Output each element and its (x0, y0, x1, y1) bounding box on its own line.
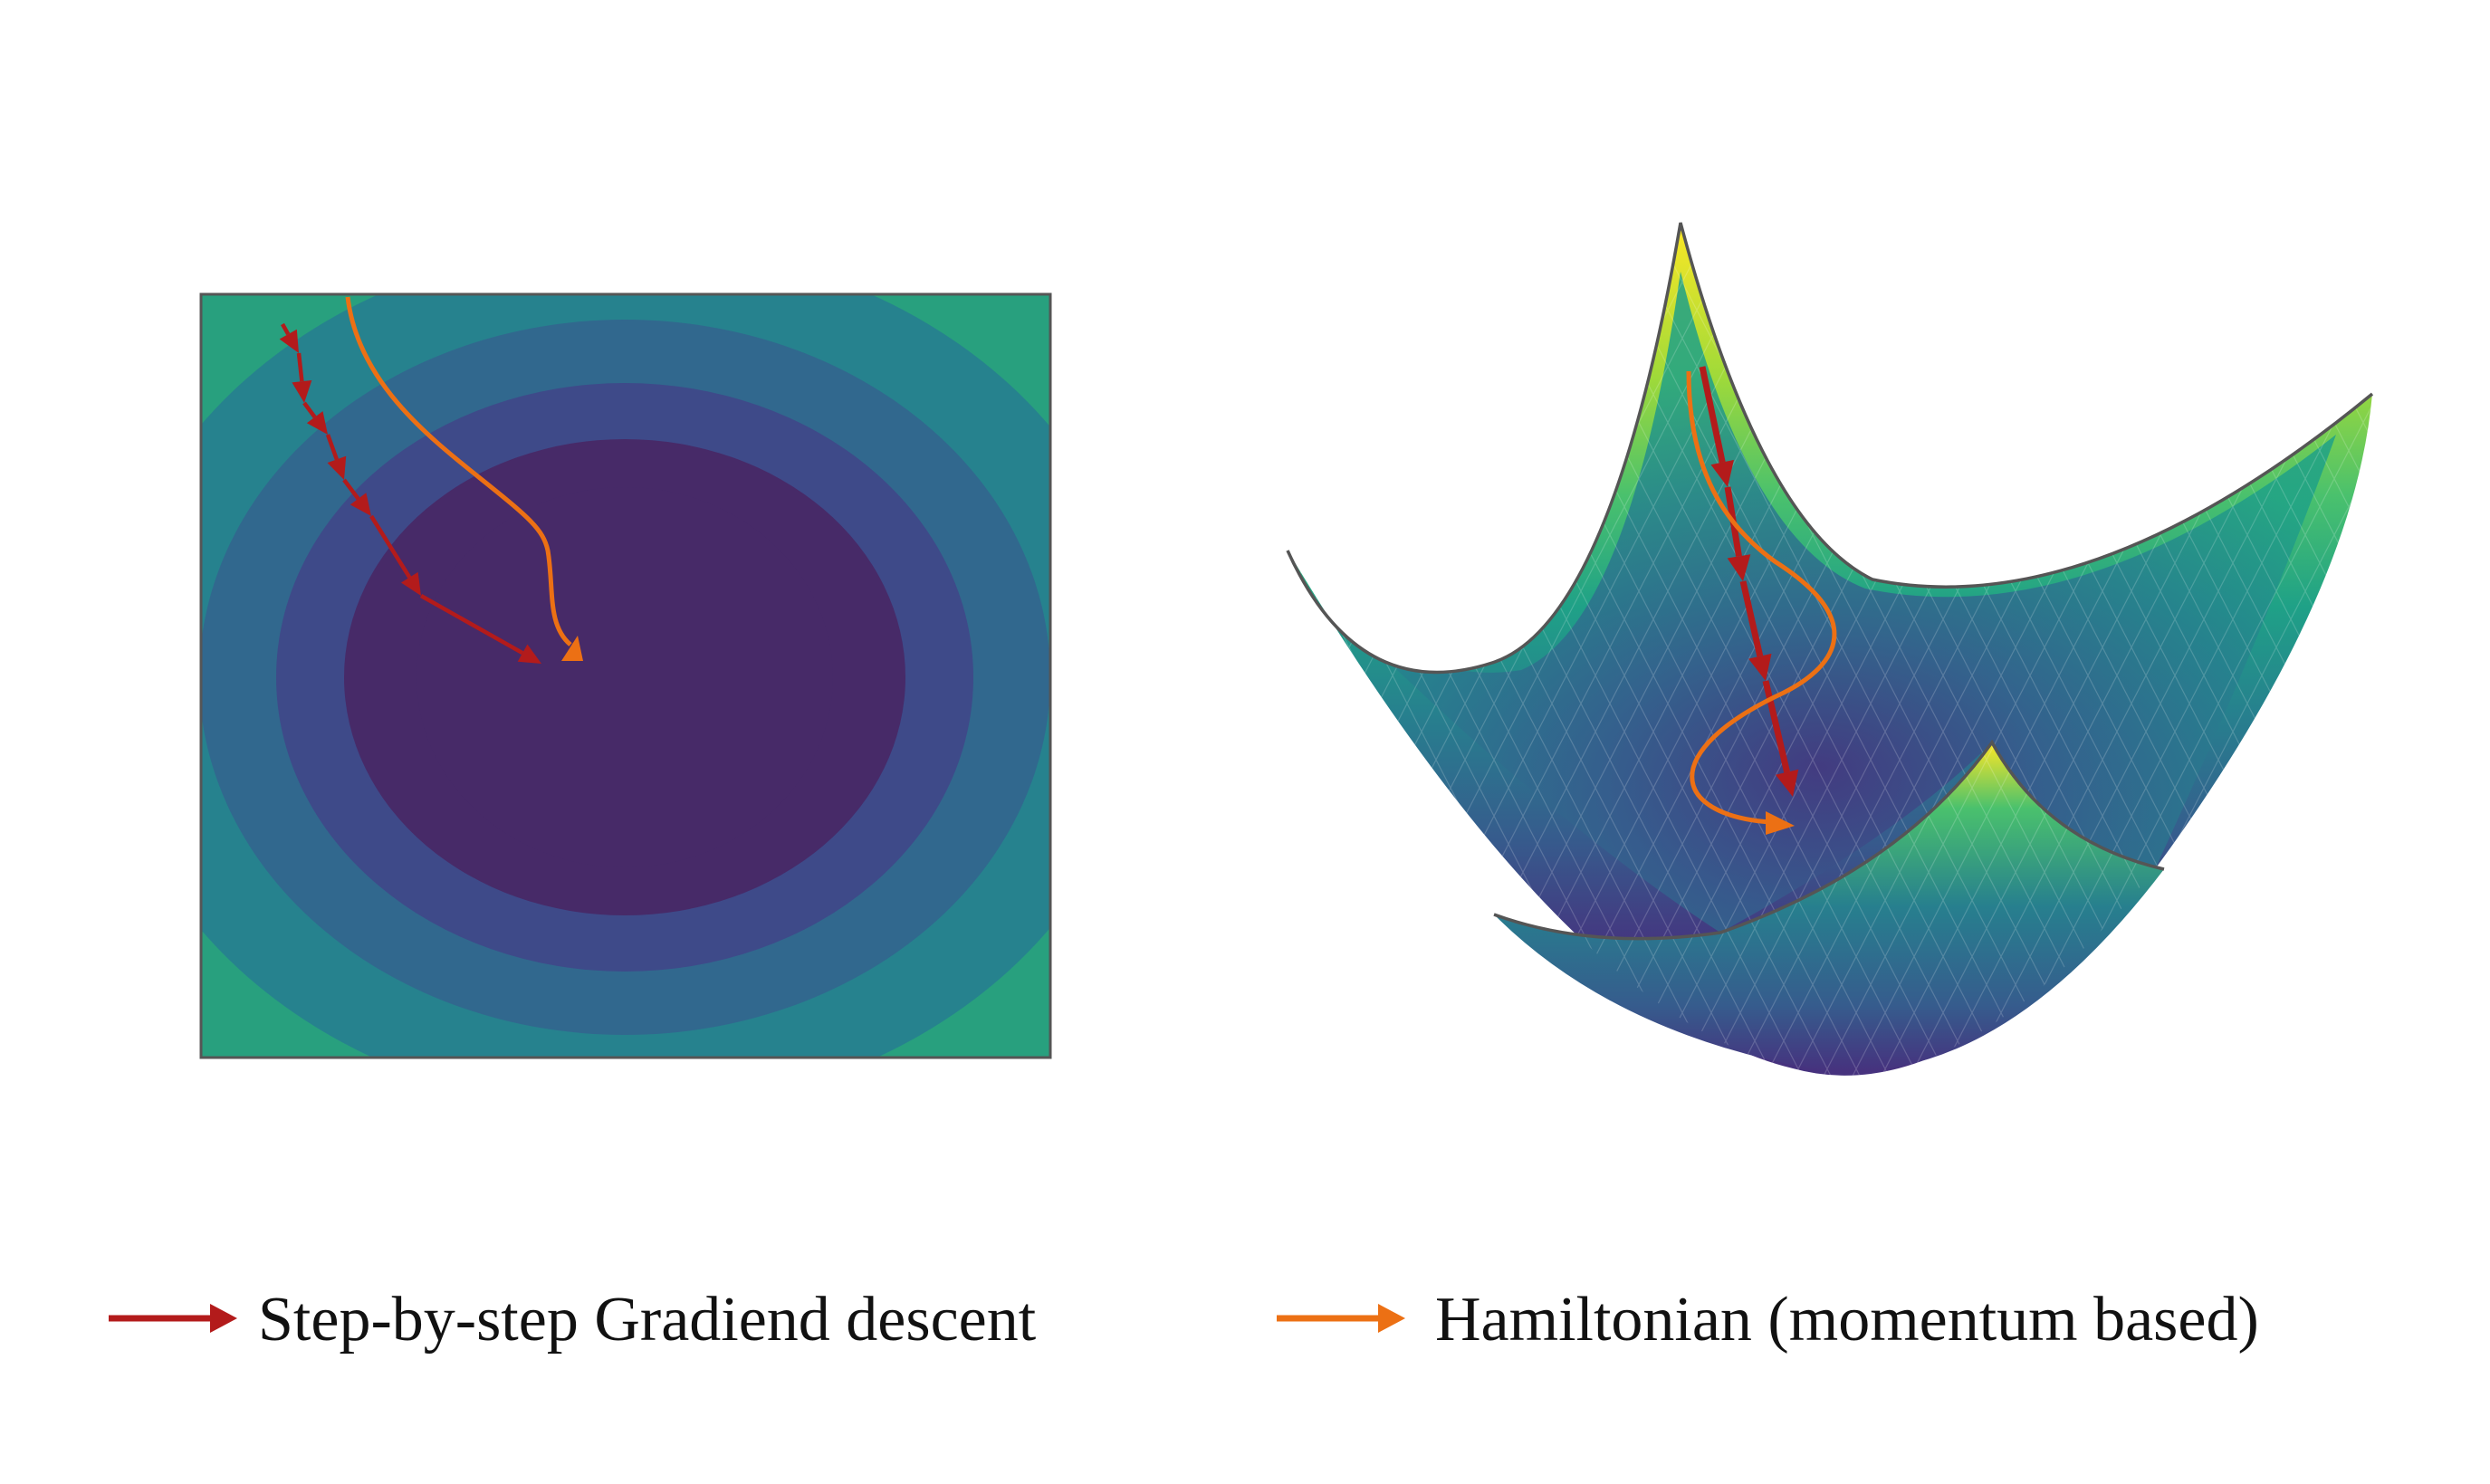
hamiltonian-curve-3d (1686, 370, 1837, 825)
mesh-line (2398, 208, 2490, 1087)
gradient-step-arrowhead (327, 455, 347, 480)
mesh-line (2368, 223, 2372, 1076)
gradient-step-arrowhead (1727, 554, 1751, 581)
mesh-line (1288, 223, 1547, 1076)
gradient-step (325, 434, 339, 461)
mesh-line (1585, 223, 2040, 1076)
mesh-line (1288, 223, 1460, 1076)
mesh-line (2281, 223, 2372, 1076)
gradient-step-arrowhead (350, 493, 371, 516)
gradient-descent-path-2d (279, 322, 541, 664)
mesh-line (1288, 223, 1489, 1076)
gradient-step (369, 514, 412, 579)
gradient-step (302, 401, 317, 419)
mesh-line (2310, 223, 2372, 1076)
legend-item-gradient-descent: Step-by-step Gradiend descent (109, 1285, 1037, 1355)
mesh-line (1288, 223, 1518, 1076)
contour-frame (199, 292, 1052, 1059)
contour-panel (199, 292, 1052, 1059)
gradient-step-arrowhead (306, 411, 328, 435)
gradient-descent-path-3d (1699, 366, 1799, 797)
legend-label-gradient-descent: Step-by-step Gradiend descent (258, 1285, 1037, 1355)
hamiltonian-arrowhead-2d (561, 636, 583, 661)
gradient-step (1739, 580, 1764, 657)
gradient-step-arrowhead (1775, 769, 1799, 797)
legend-label-hamiltonian: Hamiltonian (momentum based) (1435, 1285, 2259, 1355)
mesh-line (1288, 223, 1460, 1076)
gradient-step (419, 594, 524, 656)
mesh-line (2398, 208, 2490, 1087)
hamiltonian-arrowhead-3d (1766, 811, 1795, 835)
gradient-step (281, 322, 291, 336)
gradient-step-arrowhead (1748, 653, 1772, 681)
mesh-line (1614, 223, 2069, 1076)
hamiltonian-path-3d (1686, 370, 1837, 835)
mesh-line (2368, 223, 2372, 1076)
surface-front-face (1494, 742, 2164, 1072)
legend: Step-by-step Gradiend descent Hamiltonia… (109, 1285, 2259, 1355)
mesh-line (1288, 223, 1576, 1076)
mesh-line (2310, 223, 2372, 1076)
gradient-step (1699, 366, 1726, 464)
gradient-step (296, 352, 304, 382)
mesh-line (1288, 223, 1518, 1076)
mesh-line (2339, 223, 2372, 1076)
mesh-line (2339, 223, 2372, 1076)
arrow-right-icon (109, 1304, 237, 1333)
gradient-step (1762, 680, 1791, 773)
hamiltonian-path-2d (345, 296, 583, 661)
hamiltonian-curve-2d (345, 296, 572, 646)
gradient-step-arrowhead (279, 329, 299, 353)
legend-item-hamiltonian: Hamiltonian (momentum based) (1277, 1285, 2259, 1355)
contour-level (417, 487, 833, 867)
gradient-step-arrowhead (292, 379, 312, 403)
mesh-line (2281, 223, 2372, 1076)
gradient-step-arrowhead (517, 644, 541, 664)
mesh-line (1288, 223, 1547, 1076)
mesh-line (1288, 223, 1489, 1076)
contour-fill (201, 294, 1050, 1058)
surface-front-rim (1493, 739, 2165, 941)
gradient-step-arrowhead (1710, 459, 1734, 487)
gradient-step-arrowhead (400, 571, 421, 596)
gradient-step (342, 478, 360, 501)
surface-outline (1286, 222, 2374, 675)
arrow-right-icon (1277, 1304, 1405, 1333)
